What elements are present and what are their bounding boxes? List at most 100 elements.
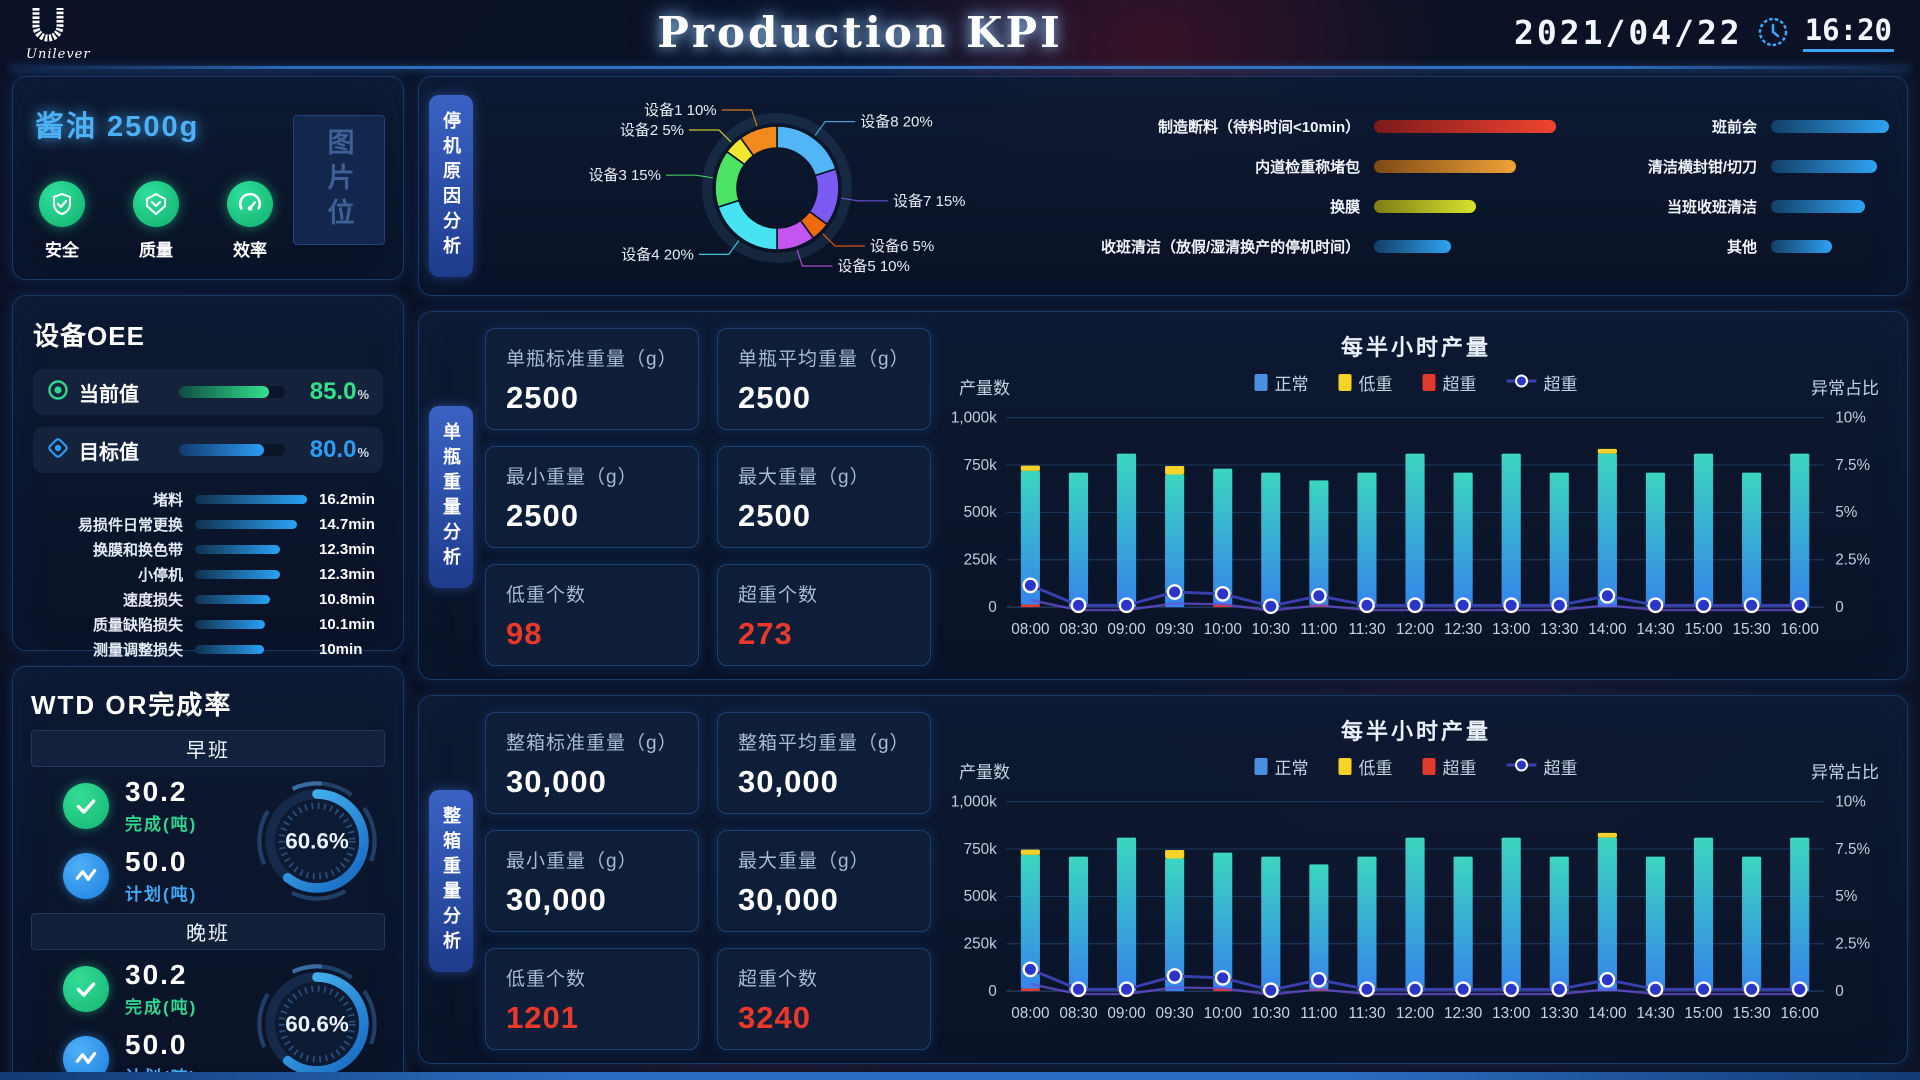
stat-card: 最大重量（g） 30,000 [717,829,931,932]
stat-card-label: 最大重量（g） [738,850,870,872]
svg-text:0: 0 [988,599,997,616]
downtime-bar-row: 其他 [1600,236,1889,257]
shift-metric-label: 计划(吨) [125,884,198,904]
line-marker [1647,981,1664,998]
stat-card-label: 低重个数 [506,584,587,606]
box-chart-title: 每半小时产量 [1340,719,1491,744]
downtime-panel: 停机原因分析 设备8 20% 设备7 15% 设备6 5% 设备5 10% 设备4 20… [418,76,1908,296]
line-marker [1022,577,1039,594]
bar-正常 [1068,856,1089,992]
x-tick-label: 12:30 [1444,1005,1482,1022]
legend-item: 低重 [1338,754,1393,779]
pie-label: 设备7 15% [893,193,966,210]
x-tick-label: 11:30 [1348,1005,1385,1022]
stat-card: 低重个数 1201 [485,947,699,1050]
legend-label: 低重 [1358,759,1393,778]
downtime-bar [1771,119,1889,133]
x-tick-label: 10:00 [1204,1005,1242,1022]
downtime-bar [1771,159,1878,173]
tab-downtime-analysis: 停机原因分析 [429,95,473,277]
stat-card: 低重个数 98 [485,563,699,666]
loss-bar [195,520,297,529]
bar-正常 [1693,453,1714,608]
oee-loss-list: 堵料 16.2min 易损件日常更换 14.7min 换膜和换色带 12.3min 小停机 1… [33,489,383,659]
bar-正常 [1261,472,1281,608]
bar-低重 [1165,465,1185,475]
legend-label: 超重 [1442,759,1477,778]
x-tick-label: 10:30 [1252,621,1290,638]
downtime-bar-label: 收班清洁（放假/湿清换产的停机时间） [1101,238,1361,256]
pie-label: 设备4 20% [621,246,694,263]
downtime-bar-row: 制造断料（待料时间<10min） [1101,116,1557,137]
check-circle-icon [63,783,109,829]
shift-metric-row: 50.0 计划(吨) [63,847,247,905]
pie-label: 设备8 20% [860,114,933,131]
wtd-card: WTD OR完成率 早班 30.2 完成(吨) 50.0 计划(吨) 60.6% 晚班 30.… [12,666,404,1080]
downtime-bar [1771,239,1833,253]
stat-card: 超重个数 273 [717,563,931,666]
product-kpi-item: 质量 [129,181,183,261]
x-tick-label: 09:00 [1107,1005,1145,1022]
legend-label: 低重 [1358,375,1393,394]
downtime-bar-row: 内道检重称堵包 [1101,156,1556,177]
line-marker [1310,971,1327,988]
downtime-bar-column: 制造断料（待料时间<10min） 内道检重称堵包 换膜 收班清洁（放假/湿清换产的停机… [1101,116,1557,257]
loss-value: 12.3min [319,566,375,583]
svg-text:500k: 500k [964,504,998,521]
bar-低重 [1020,849,1040,855]
loss-label: 速度损失 [122,592,183,609]
x-tick-label: 08:00 [1011,621,1049,638]
stat-card-label: 最大重量（g） [738,466,870,488]
shift-header-night: 晚班 [31,913,385,950]
stat-card-label: 整箱平均重量（g） [738,732,910,754]
legend-item: 正常 [1254,754,1309,779]
svg-text:10%: 10% [1835,793,1866,810]
time-display: 16:20 [1802,13,1894,52]
oee-loss-row: 测量调整损失 10min [33,639,383,659]
single-output-chart: 0 0 250k 2.5% 500k 5% 750k 7.5% 1,000k 10% 08:00 08… [951,409,1871,638]
line-marker [1166,968,1183,984]
stat-card-label: 最小重量（g） [506,850,638,872]
bar-正常 [1020,470,1040,605]
bar-低重 [1597,832,1617,838]
bar-正常 [1453,856,1473,992]
bar-正常 [1453,472,1473,608]
stat-card-value: 3240 [738,999,811,1035]
shift-gauge: 60.6% [253,777,381,905]
bar-正常 [1693,837,1714,992]
single-chart-legend: 正常 低重 超重 超重 [1254,370,1578,395]
downtime-bar-label: 当班收班清洁 [1666,198,1757,216]
stat-card: 整箱标准重量（g） 30,000 [485,711,699,814]
line-marker [1695,597,1712,614]
single-chart-box: 每半小时产量 产量数 正常 低重 超重 超重 异常占比 0 0 250k 2.5% 500k 5… [943,324,1889,669]
shift-metric-row: 30.2 完成(吨) [63,777,247,835]
bar-正常 [1357,856,1377,992]
svg-text:2.5%: 2.5% [1835,552,1870,569]
downtime-bar-label: 内道检重称堵包 [1255,158,1361,176]
loss-label: 质量缺陷损失 [92,617,183,634]
stat-card-label: 低重个数 [506,968,587,990]
bar-正常 [1309,864,1329,989]
oee-kpi-rows: 当前值 85.0% 目标值 80.0% [33,369,383,473]
bar-正常 [1790,453,1810,608]
bar-正常 [1165,858,1185,992]
x-tick-label: 12:30 [1444,621,1482,638]
main-content: 酱油 2500g 安全 质量 效率 图片位 设备OEE 当前值 85.0% 目标值 80.… [12,76,1908,1080]
x-tick-label: 09:30 [1155,1005,1193,1022]
oee-card: 设备OEE 当前值 85.0% 目标值 80.0% 堵料 16.2min 易损件日常更换 1… [12,295,404,659]
oee-loss-row: 质量缺陷损失 10.1min [33,614,383,634]
bar-正常 [1597,453,1617,608]
line-marker [1022,961,1039,978]
x-tick-label: 14:00 [1588,621,1626,638]
downtime-bar-label: 班前会 [1711,118,1757,136]
tab-single-weight: 单瓶重量分析 [429,405,473,588]
svg-text:500k: 500k [964,888,998,905]
line-marker [1070,981,1087,998]
legend-line-marker [1506,373,1537,393]
svg-text:2.5%: 2.5% [1835,936,1870,953]
stat-card-value: 2500 [506,497,579,533]
stat-card-value: 30,000 [738,763,839,799]
stat-card: 单瓶标准重量（g） 2500 [485,327,699,430]
box-weight-panel: 整箱重量分析 整箱标准重量（g） 30,000 整箱平均重量（g） 30,000 最小重… [418,695,1908,1064]
stat-card-label: 单瓶标准重量（g） [506,348,678,370]
